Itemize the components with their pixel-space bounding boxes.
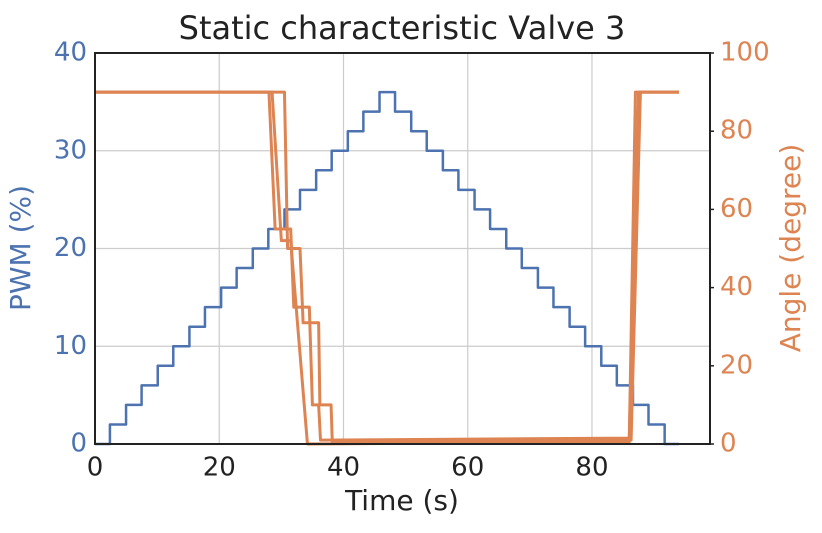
y2-tick-label: 0 xyxy=(720,429,737,459)
y-tick-label: 0 xyxy=(70,429,87,459)
y2-tick-label: 20 xyxy=(720,350,753,380)
y-tick-label: 40 xyxy=(54,38,87,68)
x-tick-label: 0 xyxy=(87,453,104,483)
x-tick-label: 20 xyxy=(203,453,236,483)
data-line xyxy=(95,90,679,446)
y2-tick-label: 40 xyxy=(720,272,753,302)
data-line xyxy=(95,90,679,446)
y-tick-label: 30 xyxy=(54,135,87,165)
x-tick-label: 80 xyxy=(575,453,608,483)
plot-frame xyxy=(94,52,711,445)
y2-tick-label: 60 xyxy=(720,194,753,224)
x-tick-label: 60 xyxy=(451,453,484,483)
data-line xyxy=(95,90,679,442)
y-tick-label: 10 xyxy=(54,331,87,361)
y2-tick-label: 80 xyxy=(720,116,753,146)
y2-axis-label: Angle (degree) xyxy=(774,144,807,353)
x-axis-label: Time (s) xyxy=(344,484,459,517)
y-axis-label: PWM (%) xyxy=(4,185,37,311)
y2-tick-label: 100 xyxy=(720,38,770,68)
y-tick-label: 20 xyxy=(54,233,87,263)
chart-title: Static characteristic Valve 3 xyxy=(179,9,626,47)
data-line xyxy=(95,90,679,444)
x-tick-label: 40 xyxy=(327,453,360,483)
